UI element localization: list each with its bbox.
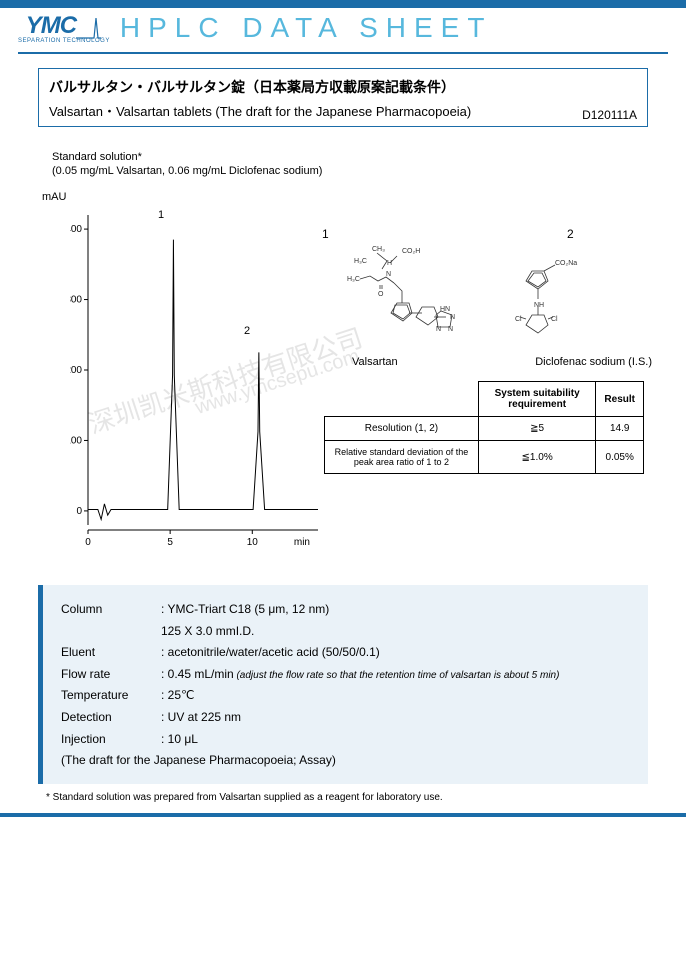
table-row: Resolution (1, 2) ≧5 14.9	[325, 417, 644, 441]
svg-text:0: 0	[76, 506, 82, 517]
condition-value: : 0.45 mL/min (adjust the flow rate so t…	[161, 664, 559, 686]
th-result: Result	[596, 382, 644, 417]
document-id: D120111A	[582, 108, 637, 122]
header-divider	[18, 52, 668, 54]
svg-text:N: N	[436, 326, 441, 333]
condition-key: Column	[61, 599, 161, 621]
condition-key: Eluent	[61, 642, 161, 664]
conditions-rows: Column: YMC-Triart C18 (5 μm, 12 nm) 125…	[61, 599, 630, 750]
content-area: Standard solution* (0.05 mg/mL Valsartan…	[0, 151, 686, 571]
svg-text:NH: NH	[534, 302, 544, 309]
struct1-num: 1	[322, 227, 487, 241]
y-axis-label: mAU	[42, 191, 66, 203]
title-box: バルサルタン・バルサルタン錠（日本薬局方収載原案記載条件） Valsartan・…	[38, 68, 648, 127]
condition-value: : acetonitrile/water/acetic acid (50/50/…	[161, 642, 380, 664]
main-title: HPLC DATA SHEET	[120, 12, 493, 44]
svg-text:10: 10	[247, 537, 259, 548]
condition-row: Temperature: 25℃	[61, 685, 630, 707]
table-header-row: System suitability requirement Result	[325, 382, 644, 417]
svg-text:300: 300	[70, 295, 82, 306]
valsartan-structure-icon: CH₃ CO₂H H₃C H H₃C N O	[302, 241, 487, 351]
result-1: 14.9	[596, 417, 644, 441]
condition-row: 125 X 3.0 mmI.D.	[61, 621, 630, 643]
compound2-name: Diclofenac sodium (I.S.)	[535, 356, 652, 368]
sample-desc: (0.05 mg/mL Valsartan, 0.06 mg/mL Diclof…	[52, 165, 648, 177]
suitability-table: System suitability requirement Result Re…	[324, 381, 644, 474]
condition-value: : 10 μL	[161, 729, 198, 751]
struct2-num: 2	[567, 227, 637, 241]
bottom-bar	[0, 813, 686, 817]
svg-text:400: 400	[70, 224, 82, 235]
logo-peak-icon	[74, 14, 102, 40]
svg-text:0: 0	[85, 537, 91, 548]
svg-text:200: 200	[70, 365, 82, 376]
svg-text:H₃C: H₃C	[354, 258, 367, 265]
title-jp: バルサルタン・バルサルタン錠（日本薬局方収載原案記載条件）	[49, 77, 637, 97]
condition-row: Injection: 10 μL	[61, 729, 630, 751]
th-req: System suitability requirement	[478, 382, 596, 417]
compound1-name: Valsartan	[352, 356, 398, 368]
req-2: ≦1.0%	[478, 441, 596, 474]
condition-key: Temperature	[61, 685, 161, 707]
svg-text:N: N	[448, 326, 453, 333]
peak-2-label: 2	[244, 325, 250, 337]
condition-key: Injection	[61, 729, 161, 751]
logo-box: YMC SEPARATION TECHNOLOGY	[18, 12, 110, 44]
condition-row: Column: YMC-Triart C18 (5 μm, 12 nm)	[61, 599, 630, 621]
svg-text:100: 100	[70, 435, 82, 446]
title-en: Valsartan・Valsartan tablets (The draft f…	[49, 101, 637, 120]
peak-1-label: 1	[158, 209, 164, 221]
svg-text:min: min	[294, 537, 310, 548]
svg-text:CH₃: CH₃	[372, 246, 385, 253]
chromatogram-chart: 0 100 200 300 400 0 5 10 min	[70, 205, 330, 555]
structure-names: Valsartan Diclofenac sodium (I.S.)	[302, 356, 662, 368]
logo-text: YMC	[26, 12, 102, 40]
condition-value: : YMC-Triart C18 (5 μm, 12 nm)	[161, 599, 329, 621]
condition-row: Flow rate: 0.45 mL/min (adjust the flow …	[61, 664, 630, 686]
condition-key: Detection	[61, 707, 161, 729]
brand-subtitle: SEPARATION TECHNOLOGY	[18, 38, 110, 44]
svg-text:N: N	[386, 271, 391, 278]
svg-text:CO₂Na: CO₂Na	[555, 260, 577, 267]
header: YMC SEPARATION TECHNOLOGY HPLC DATA SHEE…	[0, 8, 686, 52]
condition-key: Flow rate	[61, 664, 161, 686]
result-2: 0.05%	[596, 441, 644, 474]
brand-name: YMC	[26, 12, 76, 40]
condition-value: : 25℃	[161, 685, 195, 707]
svg-text:N: N	[450, 314, 455, 321]
condition-value: 125 X 3.0 mmI.D.	[161, 621, 254, 643]
structure-2: 2 CO₂Na NH Cl C	[487, 227, 637, 354]
svg-text:HN: HN	[440, 306, 450, 313]
structure-1: 1 CH₃ CO₂H H₃C H H₃C N	[302, 227, 487, 354]
condition-value: : UV at 225 nm	[161, 707, 241, 729]
diclofenac-structure-icon: CO₂Na NH Cl Cl	[487, 241, 637, 351]
structures-panel: 1 CH₃ CO₂H H₃C H H₃C N	[302, 227, 662, 368]
sample-label: Standard solution*	[52, 151, 648, 163]
chromatogram-area: mAU 深圳凯米斯科技有限公司 www.ymcsepu.com 01002003…	[42, 191, 648, 571]
param-1: Resolution (1, 2)	[325, 417, 479, 441]
svg-text:H₃C: H₃C	[347, 276, 360, 283]
footnote: * Standard solution was prepared from Va…	[46, 792, 648, 803]
conditions-box: Column: YMC-Triart C18 (5 μm, 12 nm) 125…	[38, 585, 648, 784]
svg-text:CO₂H: CO₂H	[402, 248, 420, 255]
svg-text:O: O	[378, 291, 384, 298]
th-blank	[325, 382, 479, 417]
condition-key	[61, 621, 161, 643]
conditions-footer: (The draft for the Japanese Pharmacopoei…	[61, 750, 630, 772]
param-2: Relative standard deviation of the peak …	[325, 441, 479, 474]
svg-text:H: H	[387, 260, 392, 267]
svg-text:5: 5	[167, 537, 173, 548]
table-row: Relative standard deviation of the peak …	[325, 441, 644, 474]
condition-row: Eluent: acetonitrile/water/acetic acid (…	[61, 642, 630, 664]
condition-row: Detection: UV at 225 nm	[61, 707, 630, 729]
top-bar	[0, 0, 686, 8]
req-1: ≧5	[478, 417, 596, 441]
